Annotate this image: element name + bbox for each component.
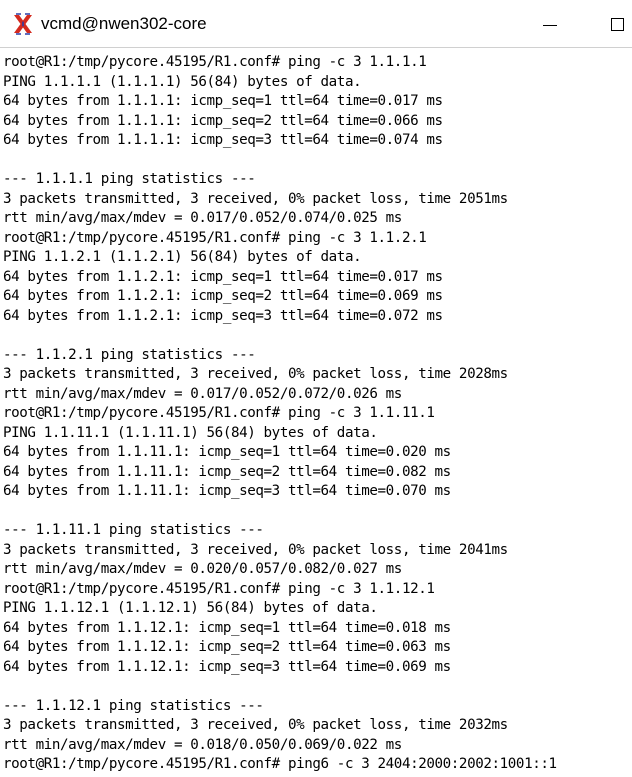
terminal-line: rtt min/avg/max/mdev = 0.020/0.057/0.082…: [3, 561, 402, 577]
terminal-line: root@R1:/tmp/pycore.45195/R1.conf# ping …: [3, 229, 427, 246]
terminal-line: --- 1.1.11.1 ping statistics ---: [3, 522, 264, 538]
terminal-line: PING 1.1.12.1 (1.1.12.1) 56(84) bytes of…: [3, 600, 378, 616]
terminal-line: PING 1.1.11.1 (1.1.11.1) 56(84) bytes of…: [3, 424, 378, 441]
terminal-output[interactable]: root@R1:/tmp/pycore.45195/R1.conf# ping …: [0, 48, 632, 777]
terminal-line: rtt min/avg/max/mdev = 0.018/0.050/0.069…: [3, 736, 402, 753]
terminal-line: root@R1:/tmp/pycore.45195/R1.conf# ping …: [3, 580, 435, 597]
terminal-line: --- 1.1.1.1 ping statistics ---: [3, 171, 256, 187]
terminal-line: 3 packets transmitted, 3 received, 0% pa…: [3, 190, 508, 207]
terminal-line: rtt min/avg/max/mdev = 0.017/0.052/0.072…: [3, 385, 402, 402]
terminal-line: 64 bytes from 1.1.11.1: icmp_seq=1 ttl=6…: [3, 444, 451, 460]
terminal-line: root@R1:/tmp/pycore.45195/R1.conf# ping …: [3, 405, 435, 421]
terminal-line: 64 bytes from 1.1.12.1: icmp_seq=2 ttl=6…: [3, 639, 451, 655]
terminal-line: 64 bytes from 1.1.12.1: icmp_seq=3 ttl=6…: [3, 658, 451, 675]
window-title: vcmd@nwen302-core: [41, 14, 207, 33]
terminal-line: 64 bytes from 1.1.12.1: icmp_seq=1 ttl=6…: [3, 619, 451, 636]
terminal-line: 3 packets transmitted, 3 received, 0% pa…: [3, 717, 508, 733]
terminal-line: 64 bytes from 1.1.2.1: icmp_seq=3 ttl=64…: [3, 307, 443, 324]
terminal-line: 64 bytes from 1.1.1.1: icmp_seq=2 ttl=64…: [3, 112, 443, 129]
minimize-icon: [543, 25, 557, 26]
terminal-line: 3 packets transmitted, 3 received, 0% pa…: [3, 541, 508, 558]
terminal-line: 64 bytes from 1.1.2.1: icmp_seq=1 ttl=64…: [3, 268, 443, 285]
title-bar[interactable]: vcmd@nwen302-core: [0, 0, 632, 48]
terminal-line: 64 bytes from 1.1.11.1: icmp_seq=3 ttl=6…: [3, 483, 451, 499]
terminal-line: --- 1.1.12.1 ping statistics ---: [3, 697, 264, 714]
terminal-line: root@R1:/tmp/pycore.45195/R1.conf# ping6…: [3, 756, 557, 772]
terminal-line: --- 1.1.2.1 ping statistics ---: [3, 346, 256, 363]
terminal-line: 64 bytes from 1.1.2.1: icmp_seq=2 ttl=64…: [3, 288, 443, 304]
terminal-line: root@R1:/tmp/pycore.45195/R1.conf# ping …: [3, 54, 427, 70]
maximize-icon: [611, 18, 624, 31]
terminal-line: PING 1.1.2.1 (1.1.2.1) 56(84) bytes of d…: [3, 249, 362, 265]
terminal-line: PING 1.1.1.1 (1.1.1.1) 56(84) bytes of d…: [3, 73, 362, 90]
x-app-icon: [14, 13, 32, 35]
terminal-line: 64 bytes from 1.1.11.1: icmp_seq=2 ttl=6…: [3, 463, 451, 480]
terminal-line: 64 bytes from 1.1.1.1: icmp_seq=3 ttl=64…: [3, 132, 443, 148]
terminal-line: 64 bytes from 1.1.1.1: icmp_seq=1 ttl=64…: [3, 93, 443, 109]
terminal-line: rtt min/avg/max/mdev = 0.017/0.052/0.074…: [3, 210, 402, 226]
minimize-button[interactable]: [533, 10, 567, 40]
maximize-button[interactable]: [600, 10, 632, 40]
terminal-line: 3 packets transmitted, 3 received, 0% pa…: [3, 366, 508, 382]
